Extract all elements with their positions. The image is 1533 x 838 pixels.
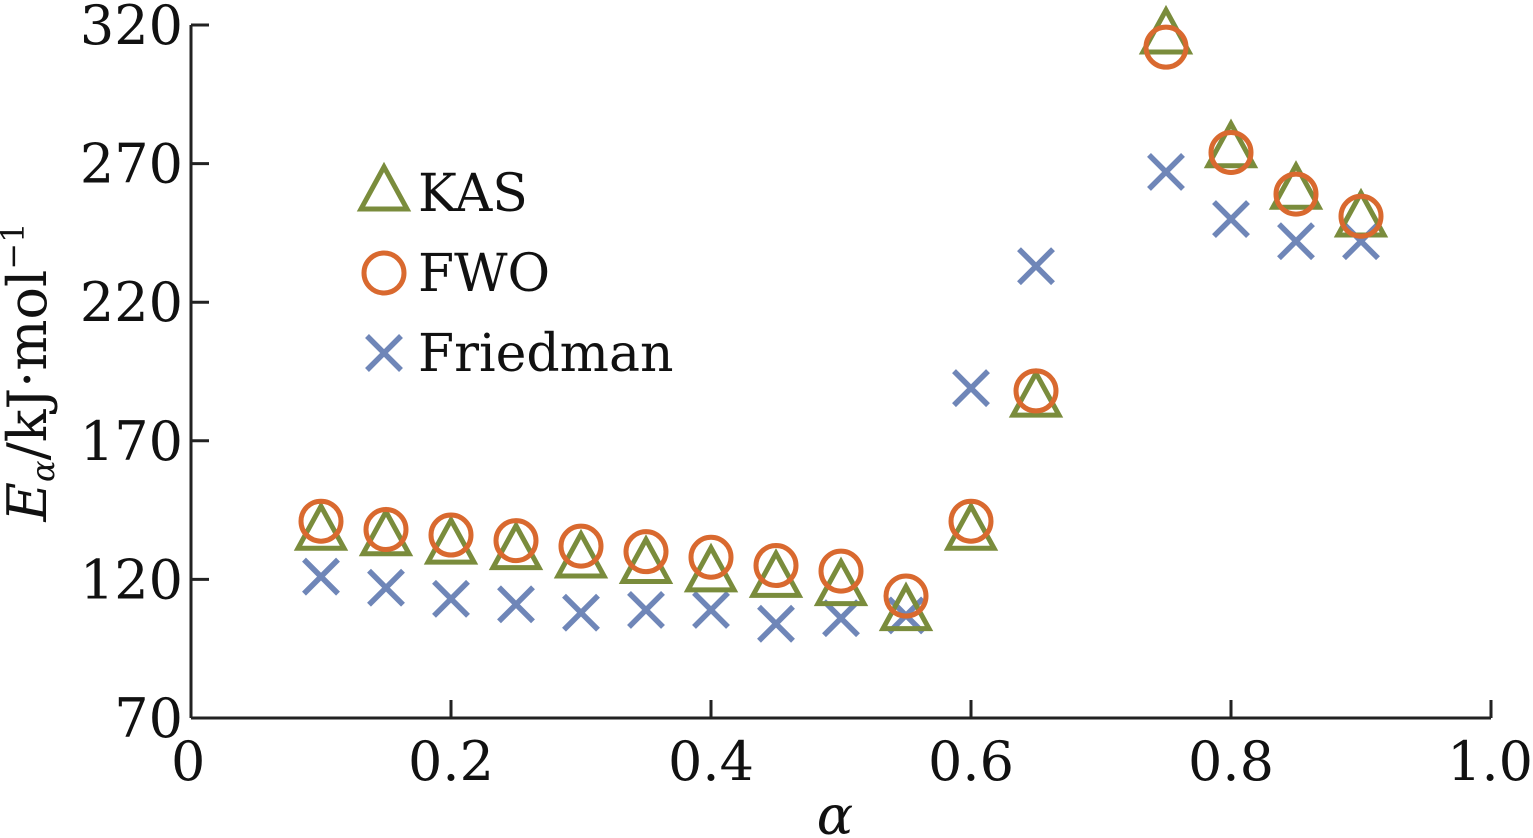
point-friedman bbox=[822, 599, 860, 638]
axes bbox=[189, 25, 1491, 720]
legend-label-friedman: Friedman bbox=[418, 324, 673, 384]
x-ticks: 0 0.2 0.4 0.6 0.8 1.0 bbox=[171, 700, 1533, 793]
x-tick-label: 0.4 bbox=[668, 730, 754, 793]
y-tick-label: 270 bbox=[80, 133, 183, 196]
point-fwo bbox=[558, 523, 604, 569]
point-kas bbox=[1138, 4, 1194, 55]
y-axis-title-symbol: E bbox=[0, 482, 59, 522]
legend-marker-fwo bbox=[361, 250, 407, 296]
point-kas bbox=[293, 501, 349, 551]
point-fwo bbox=[883, 573, 929, 619]
point-fwo bbox=[623, 529, 669, 575]
point-kas bbox=[813, 556, 869, 607]
x-axis-title: α bbox=[817, 784, 853, 838]
point-kas bbox=[488, 520, 544, 571]
point-fwo bbox=[948, 498, 994, 544]
y-tick-label: 320 bbox=[80, 0, 183, 57]
point-friedman bbox=[1277, 222, 1315, 261]
y-tick-label: 220 bbox=[80, 271, 183, 334]
y-axis-title-subscript: α bbox=[24, 460, 62, 482]
legend-marker-kas bbox=[356, 161, 412, 212]
point-fwo bbox=[1208, 130, 1254, 176]
point-friedman bbox=[1212, 200, 1250, 238]
point-kas bbox=[553, 528, 609, 579]
point-fwo bbox=[688, 534, 734, 580]
point-kas bbox=[618, 534, 674, 584]
x-tick-label: 0 bbox=[171, 730, 205, 793]
point-friedman bbox=[562, 593, 600, 632]
point-fwo bbox=[363, 507, 409, 553]
point-fwo bbox=[1013, 368, 1059, 414]
data-marks bbox=[293, 4, 1389, 643]
point-kas bbox=[1203, 118, 1259, 169]
point-fwo bbox=[1143, 24, 1189, 70]
point-friedman bbox=[952, 369, 990, 408]
point-friedman bbox=[1147, 152, 1185, 191]
point-fwo bbox=[428, 512, 474, 558]
point-friedman bbox=[367, 568, 405, 607]
point-kas bbox=[358, 506, 414, 557]
y-axis-title: Eα/kJ·mol−1 bbox=[0, 223, 62, 523]
y-tick-label: 170 bbox=[80, 410, 183, 473]
point-kas bbox=[683, 542, 739, 593]
point-kas bbox=[423, 514, 479, 565]
point-kas bbox=[1008, 367, 1064, 418]
y-ticks: 70 120 170 220 270 320 bbox=[80, 0, 209, 750]
y-axis-title-exponent: −1 bbox=[0, 223, 32, 270]
point-kas bbox=[878, 581, 934, 632]
point-friedman bbox=[1017, 247, 1055, 286]
point-fwo bbox=[818, 548, 864, 594]
point-kas bbox=[943, 501, 999, 551]
point-friedman bbox=[302, 557, 340, 596]
point-fwo bbox=[493, 518, 539, 564]
legend-label-fwo: FWO bbox=[418, 244, 550, 304]
y-tick-label: 120 bbox=[80, 548, 183, 611]
x-tick-label: 1.0 bbox=[1447, 730, 1533, 793]
x-tick-label: 0.2 bbox=[408, 730, 494, 793]
point-fwo bbox=[1338, 193, 1384, 239]
point-fwo bbox=[298, 498, 344, 544]
legend-marker-friedman bbox=[365, 334, 403, 372]
x-tick-label: 0.6 bbox=[928, 730, 1014, 793]
y-axis-title-unit: /kJ·mol bbox=[0, 270, 59, 461]
x-tick-label: 0.8 bbox=[1188, 730, 1274, 793]
point-friedman bbox=[497, 585, 535, 624]
point-fwo bbox=[1273, 171, 1319, 217]
point-kas bbox=[748, 548, 804, 598]
point-friedman bbox=[432, 579, 470, 618]
legend-label-kas: KAS bbox=[418, 164, 528, 224]
y-tick-label: 70 bbox=[114, 687, 183, 750]
point-kas bbox=[1268, 160, 1324, 210]
legend: KAS FWO Friedman bbox=[356, 161, 673, 384]
point-friedman bbox=[627, 590, 665, 629]
point-friedman bbox=[757, 604, 795, 643]
point-friedman bbox=[692, 590, 730, 629]
point-fwo bbox=[753, 543, 799, 589]
